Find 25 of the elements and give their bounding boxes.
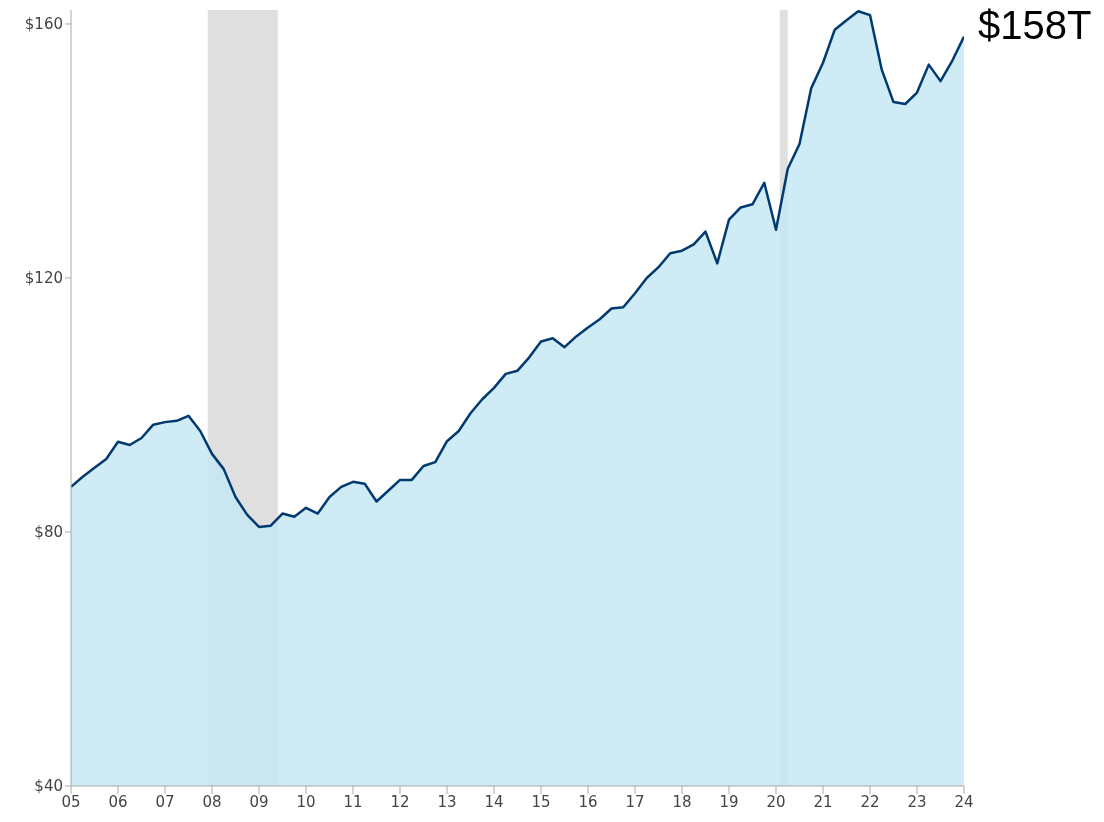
x-tick-label: 19	[719, 792, 739, 811]
x-tick-label: 11	[343, 792, 363, 811]
x-tick-label: 24	[954, 792, 974, 811]
x-tick-label: 17	[625, 792, 645, 811]
x-tick-label: 10	[296, 792, 316, 811]
y-tick-label: $160	[24, 15, 63, 34]
x-tick-label: 05	[61, 792, 81, 811]
x-tick-label: 22	[860, 792, 880, 811]
x-tick-label: 09	[249, 792, 269, 811]
x-tick-label: 18	[672, 792, 692, 811]
x-tick-label: 21	[813, 792, 833, 811]
annotation: $158T	[978, 2, 1092, 47]
x-tick-label: 15	[531, 792, 551, 811]
x-tick-label: 08	[202, 792, 222, 811]
y-tick-label: $40	[34, 777, 63, 796]
x-tick-label: 07	[155, 792, 175, 811]
x-tick-label: 12	[390, 792, 410, 811]
x-tick-label: 16	[578, 792, 598, 811]
x-tick-label: 14	[484, 792, 504, 811]
x-tick-label: 23	[907, 792, 927, 811]
x-tick-label: 06	[108, 792, 128, 811]
y-tick-label: $120	[24, 269, 63, 288]
x-tick-label: 20	[766, 792, 786, 811]
y-tick-label: $80	[34, 523, 63, 542]
x-tick-label: 13	[437, 792, 457, 811]
